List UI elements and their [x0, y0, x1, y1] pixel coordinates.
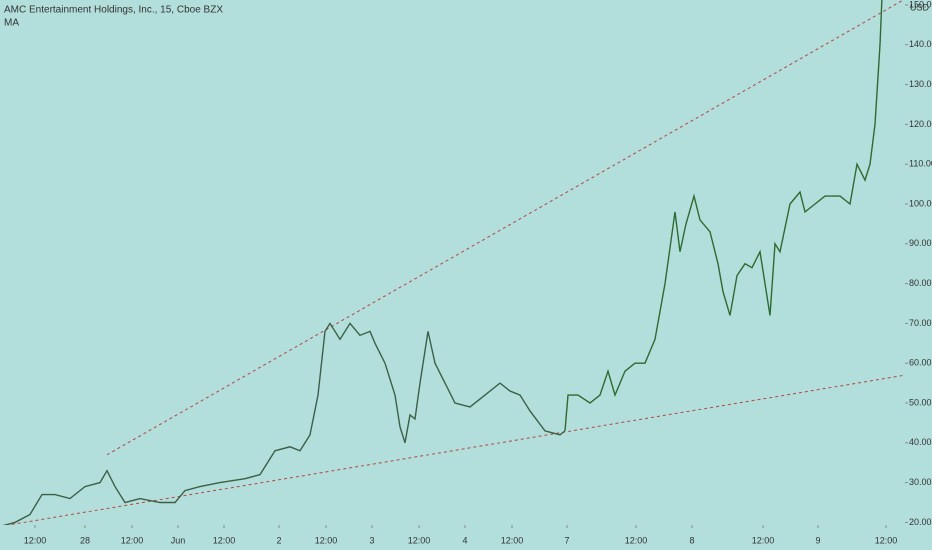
x-tick-label: 12:00 — [315, 535, 338, 545]
indicator-label: MA — [4, 18, 19, 29]
price-line — [564, 0, 883, 431]
x-tick-label: 2 — [276, 535, 281, 545]
x-tick-label: 12:00 — [24, 535, 47, 545]
y-tick-label: 140.00 — [909, 39, 932, 49]
x-tick-label: 9 — [815, 535, 820, 545]
x-tick-label: 28 — [80, 535, 90, 545]
y-tick-label: 130.00 — [909, 79, 932, 89]
x-tick-label: 12:00 — [121, 535, 144, 545]
plot-area — [2, 0, 905, 525]
x-tick-label: 12:00 — [875, 535, 898, 545]
x-tick-label: 8 — [689, 535, 694, 545]
x-tick-label: 12:00 — [625, 535, 648, 545]
x-tick-label: 4 — [462, 535, 467, 545]
y-tick-label: 20.00 — [909, 517, 932, 527]
x-tick-label: 7 — [564, 535, 569, 545]
x-tick-label: Jun — [171, 535, 186, 545]
x-tick-label: 12:00 — [408, 535, 431, 545]
y-tick-label: 30.00 — [909, 477, 932, 487]
x-tick-label: 12:00 — [501, 535, 524, 545]
currency-label: USD — [910, 2, 930, 12]
y-tick-label: 100.00 — [909, 198, 932, 208]
y-tick-label: 50.00 — [909, 397, 932, 407]
price-line — [2, 322, 566, 525]
y-tick-label: 40.00 — [909, 437, 932, 447]
y-tick-label: 110.00 — [909, 159, 932, 169]
chart-title: AMC Entertainment Holdings, Inc., 15, Cb… — [4, 5, 223, 16]
x-tick-label: 3 — [369, 535, 374, 545]
x-tick-label: 12:00 — [213, 535, 236, 545]
y-tick-label: 60.00 — [909, 358, 932, 368]
y-tick-label: 150.00 — [909, 0, 932, 9]
y-tick-label: 120.00 — [909, 119, 932, 129]
x-tick-label: 12:00 — [752, 535, 775, 545]
y-tick-label: 70.00 — [909, 318, 932, 328]
y-tick-label: 80.00 — [909, 278, 932, 288]
y-tick-label: 90.00 — [909, 238, 932, 248]
